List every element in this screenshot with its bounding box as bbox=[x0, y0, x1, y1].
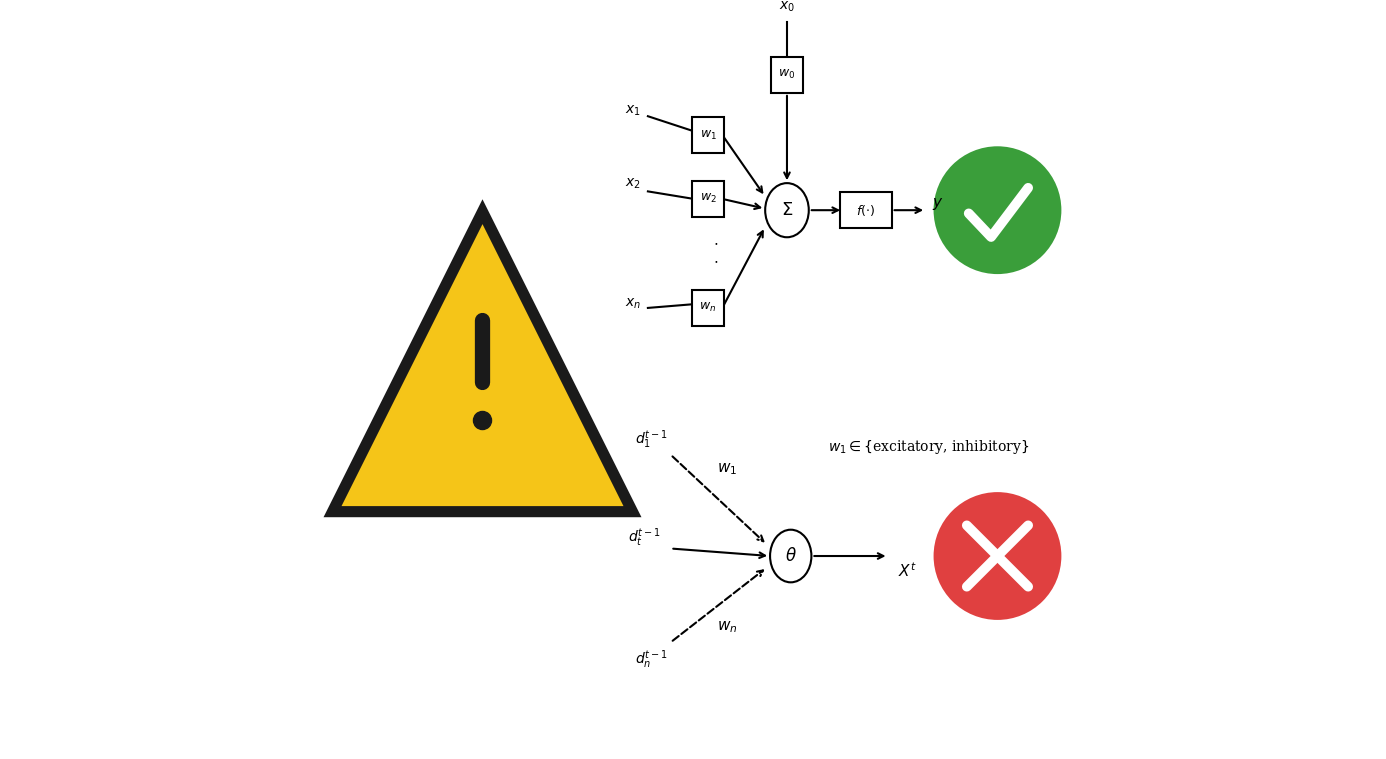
Text: $d_n^{t-1}$: $d_n^{t-1}$ bbox=[635, 648, 668, 671]
Text: $w_n$: $w_n$ bbox=[700, 301, 717, 314]
Polygon shape bbox=[333, 212, 632, 512]
Ellipse shape bbox=[765, 183, 809, 238]
Text: $X^t$: $X^t$ bbox=[898, 562, 916, 581]
Circle shape bbox=[934, 146, 1062, 274]
Text: $w_1$: $w_1$ bbox=[700, 128, 717, 142]
FancyBboxPatch shape bbox=[840, 192, 891, 228]
Text: $x_2$: $x_2$ bbox=[625, 177, 640, 191]
Text: $\theta$: $\theta$ bbox=[784, 547, 797, 565]
Text: $w_1$: $w_1$ bbox=[717, 461, 737, 477]
Text: $d_1^{t-1}$: $d_1^{t-1}$ bbox=[635, 428, 668, 451]
Text: $x_0$: $x_0$ bbox=[779, 0, 796, 14]
FancyBboxPatch shape bbox=[771, 57, 802, 93]
Text: $w_0$: $w_0$ bbox=[779, 68, 796, 81]
Text: $\cdot$
$\cdot$: $\cdot$ $\cdot$ bbox=[712, 235, 718, 268]
Text: $w_2$: $w_2$ bbox=[700, 192, 717, 206]
FancyBboxPatch shape bbox=[693, 290, 723, 326]
Text: $w_1\in\{$excitatory, inhibitory$\}$: $w_1\in\{$excitatory, inhibitory$\}$ bbox=[829, 438, 1030, 456]
Circle shape bbox=[934, 492, 1062, 620]
FancyBboxPatch shape bbox=[693, 181, 723, 217]
Text: $x_n$: $x_n$ bbox=[625, 297, 640, 311]
Text: $\Sigma$: $\Sigma$ bbox=[780, 201, 793, 219]
Text: $w_n$: $w_n$ bbox=[717, 619, 737, 635]
Text: $d_t^{t-1}$: $d_t^{t-1}$ bbox=[628, 526, 661, 549]
Text: $f(\cdot)$: $f(\cdot)$ bbox=[857, 203, 876, 218]
Text: $y$: $y$ bbox=[931, 196, 942, 213]
FancyBboxPatch shape bbox=[693, 117, 723, 153]
Text: $x_1$: $x_1$ bbox=[625, 104, 640, 118]
Ellipse shape bbox=[771, 530, 811, 582]
